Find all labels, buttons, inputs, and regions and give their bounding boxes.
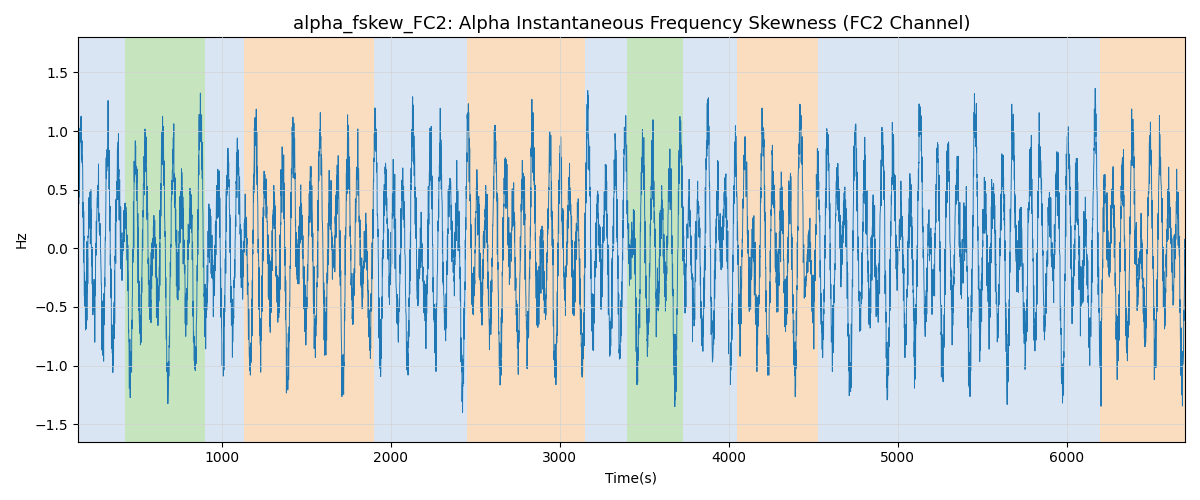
Bar xyxy=(683,38,737,442)
Bar xyxy=(125,38,205,442)
Bar xyxy=(205,38,244,442)
Bar xyxy=(1050,38,1100,442)
Y-axis label: Hz: Hz xyxy=(14,230,29,248)
Bar xyxy=(818,38,864,442)
Bar xyxy=(584,38,628,442)
Bar xyxy=(628,38,683,442)
Title: alpha_fskew_FC2: Alpha Instantaneous Frequency Skewness (FC2 Channel): alpha_fskew_FC2: Alpha Instantaneous Fre… xyxy=(293,15,971,34)
Bar xyxy=(78,38,125,442)
X-axis label: Time(s): Time(s) xyxy=(606,471,658,485)
Bar xyxy=(864,38,1050,442)
Bar xyxy=(373,38,467,442)
Bar xyxy=(737,38,818,442)
Bar xyxy=(467,38,584,442)
Bar xyxy=(244,38,373,442)
Bar xyxy=(1100,38,1186,442)
